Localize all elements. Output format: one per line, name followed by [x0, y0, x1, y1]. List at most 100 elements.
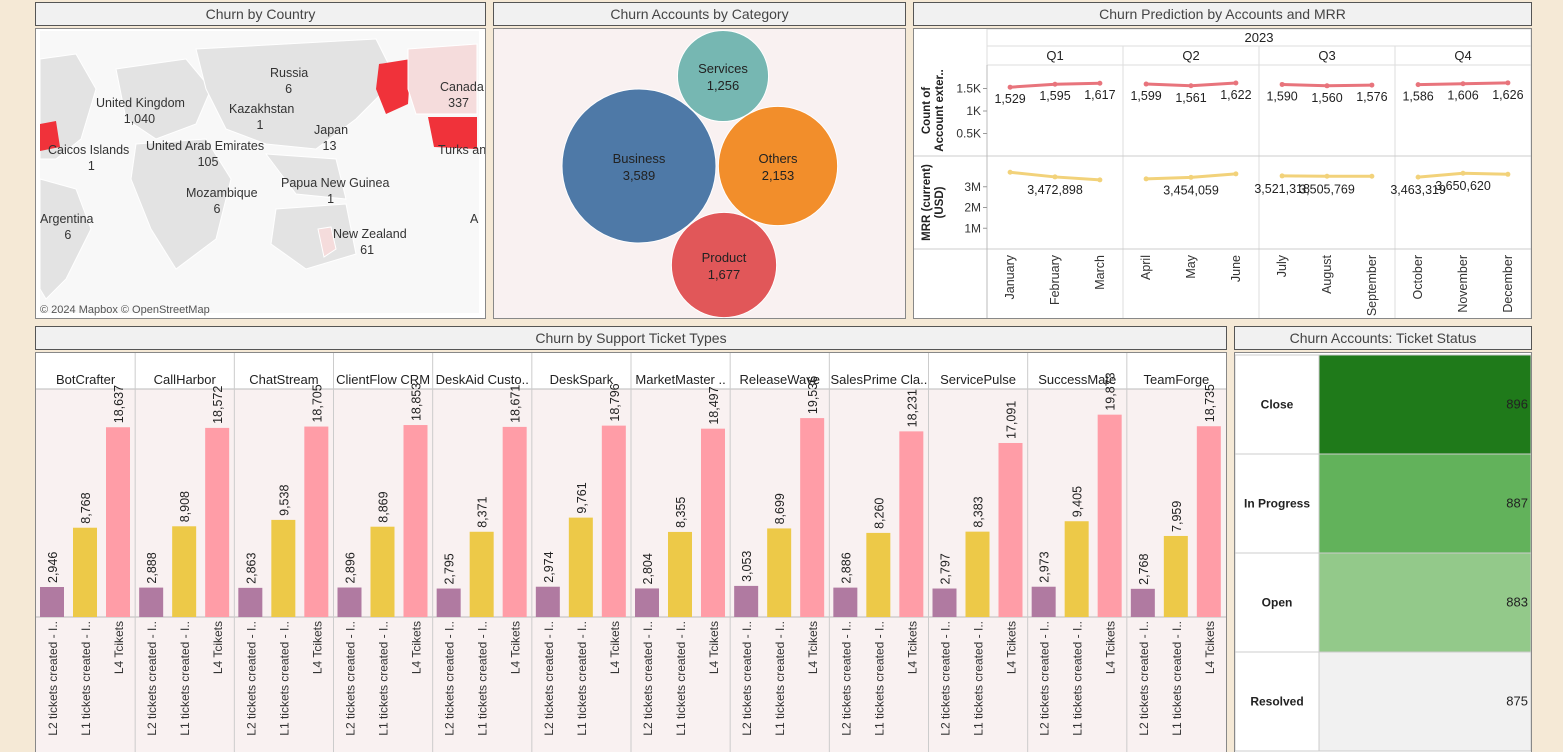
- ticket-bar[interactable]: [436, 588, 461, 617]
- ticket-bar[interactable]: [833, 587, 858, 617]
- ticket-bar[interactable]: [1196, 426, 1221, 617]
- ticket-group-header[interactable]: CallHarbor: [154, 372, 217, 387]
- ticket-bar[interactable]: [40, 587, 64, 617]
- ticket-group-header[interactable]: SalesPrime Cla..: [831, 372, 928, 387]
- ticket-group-header[interactable]: ServicePulse: [940, 372, 1016, 387]
- ticket-group-header[interactable]: BotCrafter: [56, 372, 116, 387]
- ticket-bar[interactable]: [502, 426, 527, 617]
- ticket-group-header[interactable]: DeskSpark: [550, 372, 614, 387]
- ticket-bar[interactable]: [370, 526, 395, 617]
- account-count-point[interactable]: [1007, 84, 1013, 90]
- bubble-panel[interactable]: Business 3,589 Services 1,256 Others 2,153 Pro…: [493, 28, 906, 319]
- account-count-label: 1,606: [1447, 89, 1478, 103]
- status-cell[interactable]: [1318, 651, 1531, 752]
- ticket-bar[interactable]: [866, 532, 891, 617]
- ticket-bar[interactable]: [1097, 414, 1122, 617]
- bubble-others[interactable]: [717, 105, 839, 227]
- ticket-group-header[interactable]: DeskAid Custo..: [436, 372, 529, 387]
- ticket-group-header[interactable]: ChatStream: [249, 372, 318, 387]
- ticket-bar-value: 2,946: [46, 552, 60, 583]
- account-count-point[interactable]: [1460, 81, 1466, 87]
- status-table[interactable]: Close 896 In Progress 887 Open 883 Resolved 875: [1235, 353, 1531, 752]
- ticket-bar[interactable]: [965, 531, 990, 617]
- quarter-header[interactable]: Q3: [1318, 48, 1335, 63]
- account-count-point[interactable]: [1097, 80, 1103, 86]
- country-map[interactable]: Russia 6 United Kingdom 1,040 Kazakhstan 1 Can…: [36, 29, 485, 318]
- year-header: 2023: [1245, 30, 1274, 45]
- ticket-bar[interactable]: [139, 587, 164, 617]
- mrr-point[interactable]: [1143, 176, 1149, 182]
- bubble-chart[interactable]: Business 3,589 Services 1,256 Others 2,153 Pro…: [494, 29, 905, 318]
- ticket-bar[interactable]: [106, 427, 130, 617]
- tickets-chart[interactable]: BotCrafter 2,946 L2 tickets created - I.. 8…: [36, 353, 1226, 752]
- mrr-point[interactable]: [1324, 173, 1330, 179]
- ticket-bar[interactable]: [800, 418, 825, 617]
- mrr-point[interactable]: [1007, 169, 1013, 175]
- ticket-bar[interactable]: [1163, 535, 1188, 617]
- ticket-bar[interactable]: [238, 587, 263, 617]
- ticket-bar[interactable]: [403, 425, 428, 617]
- ticket-bar[interactable]: [535, 586, 560, 617]
- mrr-point[interactable]: [1279, 173, 1285, 179]
- mrr-point[interactable]: [1460, 170, 1466, 176]
- australia: [270, 203, 357, 270]
- account-count-point[interactable]: [1279, 81, 1285, 87]
- quarter-header[interactable]: Q1: [1046, 48, 1063, 63]
- mrr-point[interactable]: [1369, 173, 1375, 179]
- bubble-business[interactable]: [561, 88, 717, 244]
- account-count-point[interactable]: [1143, 81, 1149, 87]
- mrr-point[interactable]: [1415, 174, 1421, 180]
- ticket-bar[interactable]: [1064, 521, 1089, 617]
- quarter-header[interactable]: Q4: [1454, 48, 1471, 63]
- ticket-bar[interactable]: [271, 519, 296, 617]
- mrr-point[interactable]: [1052, 174, 1058, 180]
- ticket-bar[interactable]: [304, 426, 329, 617]
- account-count-point[interactable]: [1188, 83, 1194, 89]
- account-count-point[interactable]: [1324, 83, 1330, 89]
- account-count-point[interactable]: [1369, 82, 1375, 88]
- status-cell[interactable]: [1318, 453, 1531, 554]
- status-value: 875: [1506, 694, 1528, 709]
- ticket-group-header[interactable]: MarketMaster ..: [635, 372, 725, 387]
- quarter-header[interactable]: Q2: [1182, 48, 1199, 63]
- ticket-bar[interactable]: [998, 442, 1023, 617]
- ticket-bar[interactable]: [701, 428, 725, 617]
- bubble-product[interactable]: [670, 211, 778, 318]
- prediction-chart[interactable]: 2023 Q1 Q2 Q3 Q4 Count of Account exter.. MRR (…: [914, 29, 1531, 318]
- status-panel[interactable]: Close 896 In Progress 887 Open 883 Resolved 875: [1234, 352, 1532, 752]
- ticket-bar[interactable]: [568, 517, 593, 617]
- prediction-panel[interactable]: 2023 Q1 Q2 Q3 Q4 Count of Account exter.. MRR (…: [913, 28, 1532, 319]
- account-count-point[interactable]: [1505, 80, 1511, 86]
- bubble-services[interactable]: [676, 29, 770, 123]
- mrr-point[interactable]: [1233, 171, 1239, 177]
- ticket-group-header[interactable]: ClientFlow CRM: [336, 372, 430, 387]
- mrr-point[interactable]: [1188, 174, 1194, 180]
- ticket-bar[interactable]: [469, 531, 494, 617]
- ticket-bar[interactable]: [172, 526, 197, 617]
- ticket-bar[interactable]: [635, 588, 659, 617]
- ticket-bar[interactable]: [734, 585, 759, 617]
- ticket-bar[interactable]: [767, 528, 792, 617]
- tickets-panel[interactable]: BotCrafter 2,946 L2 tickets created - I.. 8…: [35, 352, 1227, 752]
- account-count-point[interactable]: [1052, 81, 1058, 87]
- mrr-point[interactable]: [1505, 171, 1511, 177]
- ticket-group-header[interactable]: SuccessMate: [1038, 372, 1116, 387]
- ticket-bar-label: L1 tickets created - I..: [178, 621, 192, 736]
- status-cell[interactable]: [1318, 552, 1531, 653]
- ticket-bar[interactable]: [899, 431, 924, 617]
- ticket-bar[interactable]: [73, 527, 97, 617]
- ticket-bar[interactable]: [1130, 588, 1155, 617]
- ticket-bar[interactable]: [668, 531, 692, 617]
- status-cell[interactable]: [1318, 354, 1531, 455]
- mrr-point[interactable]: [1097, 177, 1103, 183]
- ticket-bar[interactable]: [1031, 586, 1056, 617]
- ticket-bar[interactable]: [205, 427, 230, 617]
- map-panel[interactable]: Russia 6 United Kingdom 1,040 Kazakhstan 1 Can…: [35, 28, 486, 319]
- ticket-bar[interactable]: [337, 587, 362, 617]
- account-count-point[interactable]: [1415, 82, 1421, 88]
- ticket-group-header[interactable]: ReleaseWave: [740, 372, 820, 387]
- ticket-group-header[interactable]: TeamForge: [1144, 372, 1210, 387]
- account-count-point[interactable]: [1233, 80, 1239, 86]
- ticket-bar[interactable]: [601, 425, 626, 617]
- ticket-bar[interactable]: [932, 588, 957, 617]
